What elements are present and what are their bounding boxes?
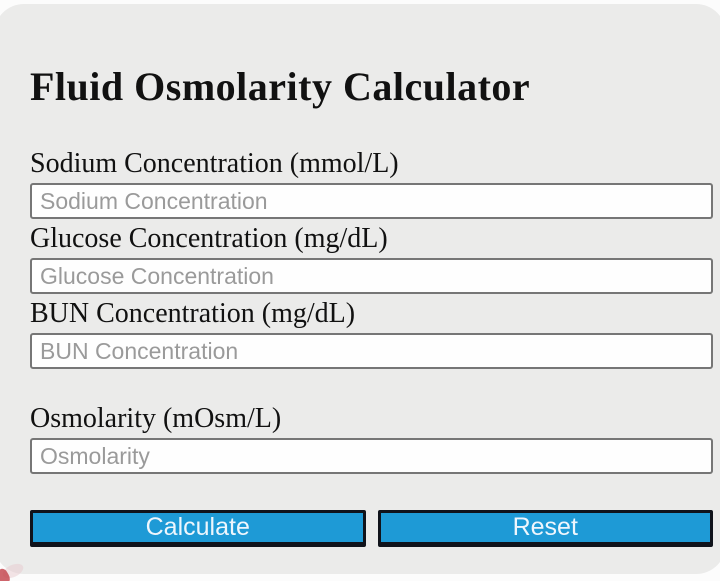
glucose-input[interactable] [30,258,713,294]
osmolarity-output[interactable] [30,438,713,474]
bun-label: BUN Concentration (mg/dL) [30,298,356,329]
osmolarity-label: Osmolarity (mOsm/L) [30,403,282,434]
reset-button[interactable]: Reset [377,510,713,547]
sodium-field-group: Sodium Concentration (mmol/L) [30,148,713,219]
bun-field-group: BUN Concentration (mg/dL) [30,298,713,369]
sodium-label: Sodium Concentration (mmol/L) [30,148,399,179]
sodium-input[interactable] [30,183,713,219]
bun-input[interactable] [30,333,713,369]
calculator-panel: Fluid Osmolarity Calculator Sodium Conce… [0,4,720,574]
calculate-button[interactable]: Calculate [30,510,366,547]
calculator-content: Fluid Osmolarity Calculator Sodium Conce… [30,4,713,547]
page-title: Fluid Osmolarity Calculator [30,64,531,109]
osmolarity-field-group: Osmolarity (mOsm/L) [30,403,713,474]
glucose-field-group: Glucose Concentration (mg/dL) [30,223,713,294]
glucose-label: Glucose Concentration (mg/dL) [30,223,388,254]
button-row: Calculate Reset [30,510,713,547]
